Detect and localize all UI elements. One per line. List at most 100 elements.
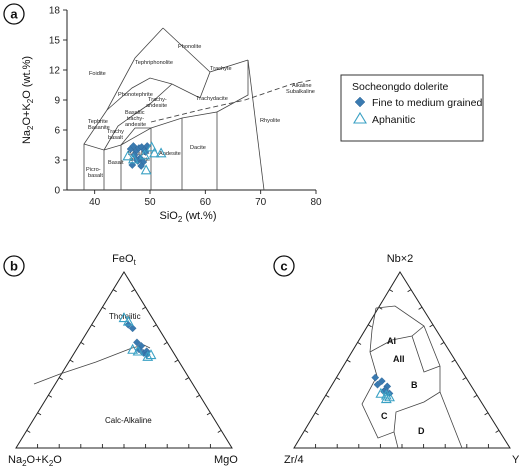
meschede-data-points [371, 373, 395, 404]
meschede-apex-top-label: Nb×2 [387, 253, 414, 265]
afm-tick [48, 394, 53, 398]
meschede-point-aphanitic [375, 387, 387, 398]
afm-apex-left-label: Na2O+K2O [8, 454, 62, 468]
tas-label-phonolite: Phonolite [178, 44, 201, 50]
tas-alkaline-subalkaline-line [150, 79, 313, 123]
panel-c: c Nb×2 Zr/4 Y AI AII B C D [273, 253, 520, 466]
afm-tick [102, 306, 107, 310]
afm-tick [37, 412, 42, 416]
tas-y-tick-label: 9 [54, 96, 60, 107]
tas-label-picrobasalt-1: Picro- [86, 167, 101, 173]
meschede-boundary-c [361, 366, 441, 439]
legend-item-aphanitic: Aphanitic [372, 114, 415, 126]
meschede-tick [440, 342, 445, 345]
meschede-tick [407, 289, 412, 293]
panel-a-badge-label: a [10, 7, 18, 22]
tas-label-andesite: Andesite [159, 151, 181, 157]
tas-y-tick-label: 0 [54, 186, 60, 197]
tas-boundary-inner [120, 127, 151, 146]
afm-tick [152, 324, 157, 328]
tas-y-ticks: 0 3 6 9 12 15 18 [49, 6, 67, 197]
meschede-boundary-b [411, 335, 441, 373]
tas-point-aphanitic [139, 149, 150, 160]
meschede-boundary-aii [369, 325, 425, 353]
panel-a: a 40 50 60 70 80 0 3 6 9 12 15 18 SiO2 (wt.%) Na2O… [3, 3, 322, 225]
meschede-label-b: B [411, 380, 418, 390]
meschede-tick [336, 377, 341, 381]
afm-point-aphanitic [132, 345, 144, 356]
meschede-tick [357, 342, 362, 345]
meschede-point-fine [377, 377, 386, 386]
meschede-label-aii: AII [393, 354, 405, 364]
panel-b: b FeOt Na2O+K2O MgO Tholeiitic Calc-Alka… [3, 253, 238, 468]
meschede-field-boundaries [361, 305, 463, 449]
panel-a-badge [3, 3, 25, 25]
tas-label-basaltic-andesite-1: Basaltic- [128, 151, 150, 157]
tas-y-tick-label: 6 [54, 126, 60, 137]
afm-tick [26, 430, 31, 433]
afm-tholeiitic-boundary [33, 344, 151, 385]
meschede-tick [462, 377, 467, 381]
afm-apex-right-label: MgO [214, 454, 238, 466]
afm-tick [112, 289, 117, 293]
legend-item-fine: Fine to medium grained [372, 97, 482, 109]
tas-label-trachyandesite-2: andesite [146, 103, 167, 109]
tas-y-tick-label: 18 [49, 6, 61, 17]
afm-tick [91, 324, 96, 328]
tas-boundary-dacite [181, 111, 218, 190]
tas-boundary-rhyolite [247, 59, 265, 191]
afm-point-aphanitic [142, 350, 154, 361]
meschede-tick [325, 394, 330, 398]
afm-tick [195, 394, 200, 398]
meschede-tick [346, 359, 351, 363]
tas-label-trachyandesite-1: Trachy- [148, 97, 167, 103]
tas-y-axis-label: Na2O+K2O (wt.%) [21, 56, 35, 144]
meschede-tick [495, 430, 500, 433]
afm-data-points [118, 312, 157, 361]
afm-tick [206, 412, 211, 416]
meschede-ticks [304, 289, 500, 448]
meschede-point-aphanitic [380, 393, 392, 404]
tas-label-basaltic-ta-2: trachy- [127, 116, 144, 122]
tas-label-subalkaline: Subalkaline [286, 89, 315, 95]
tas-point-aphanitic [127, 153, 139, 164]
tas-label-rhyolite: Rhyolite [260, 118, 280, 124]
meschede-point-fine [373, 380, 382, 389]
tas-label-trachydacite: Trachydacite [196, 96, 228, 102]
afm-tick [174, 359, 179, 363]
tas-x-tick-label: 50 [144, 197, 156, 208]
tas-boundary-trachybasalt [103, 83, 173, 151]
tas-x-tick-label: 70 [255, 197, 267, 208]
tas-point-aphanitic [155, 147, 167, 158]
afm-point-aphanitic [118, 312, 130, 323]
afm-tick [131, 289, 136, 293]
afm-point-aphanitic [127, 343, 139, 354]
tas-boundary-basalt [103, 144, 122, 190]
tas-label-trachybasalt-2: basalt [108, 135, 123, 141]
tas-boundary-trachydacite [216, 60, 249, 113]
afm-point-aphanitic [122, 315, 134, 326]
meschede-tick [367, 324, 372, 328]
tas-label-picrobasalt-2: basalt [88, 173, 103, 179]
tas-label-basaltic-ta-1: Basaltic [125, 110, 145, 116]
meschede-boundary-left [369, 307, 378, 377]
legend-box [340, 74, 484, 142]
tas-label-trachybasalt-1: Trachy [107, 129, 124, 135]
tas-point-aphanitic [122, 150, 134, 161]
tas-label-alkaline: Alkaline [292, 83, 312, 89]
meschede-tick [473, 394, 478, 398]
tas-point-fine [137, 162, 146, 170]
meschede-apex-right-label: Y [512, 454, 520, 466]
meschede-tick [304, 430, 309, 433]
legend: Socheongdo dolerite Fine to medium grain… [340, 74, 484, 142]
tas-field-labels: Foidite Phonolite Tephriphonolite Phonot… [86, 44, 315, 179]
meschede-tick [451, 359, 456, 363]
tas-label-basalt: Basalt [108, 160, 124, 166]
meschede-label-c: C [381, 411, 388, 421]
afm-tick [80, 342, 85, 345]
afm-label-tholeiitic: Tholeiitic [109, 312, 141, 321]
tas-y-tick-label: 12 [49, 66, 61, 77]
tas-boundary-trachyte [199, 59, 249, 99]
tas-axes: 40 50 60 70 80 0 3 6 9 12 15 18 SiO2 (wt.%) Na2O+K… [21, 6, 322, 225]
tas-y-tick-label: 15 [49, 36, 61, 47]
